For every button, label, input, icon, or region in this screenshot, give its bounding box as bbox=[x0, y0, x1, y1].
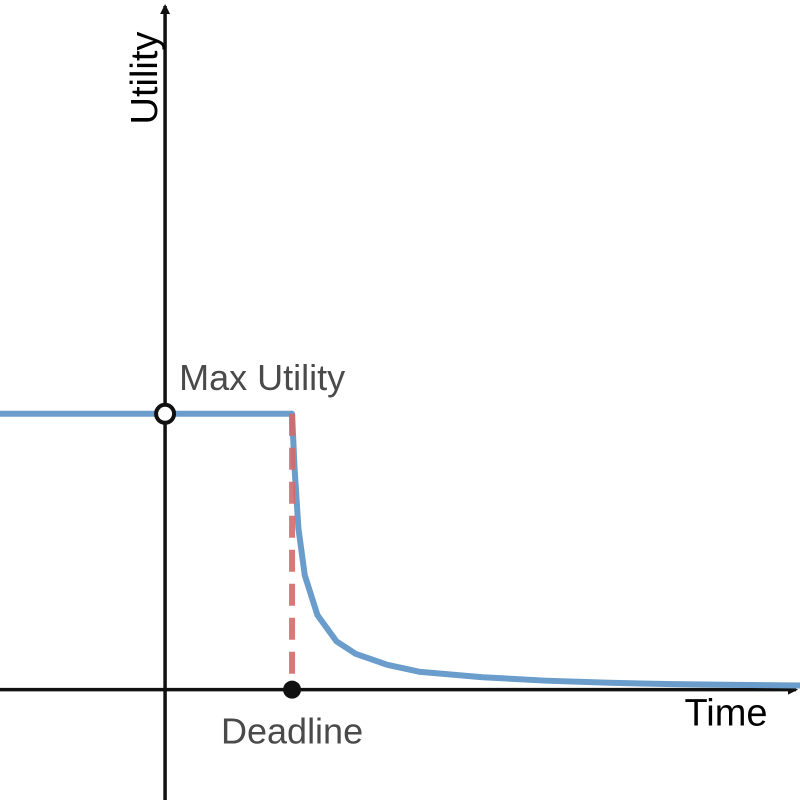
max-utility-label: Max Utility bbox=[179, 357, 345, 398]
max-utility-marker bbox=[154, 402, 177, 425]
deadline-marker bbox=[283, 680, 302, 699]
utility-curve bbox=[0, 410, 800, 689]
y-axis-label: Utility bbox=[124, 32, 166, 125]
series-layer bbox=[0, 410, 800, 689]
x-axis-label: Time bbox=[684, 693, 767, 735]
axes bbox=[0, 4, 798, 800]
labels: Time Utility Max Utility Deadline bbox=[124, 32, 767, 752]
markers bbox=[154, 402, 302, 699]
deadline-label: Deadline bbox=[221, 711, 363, 752]
